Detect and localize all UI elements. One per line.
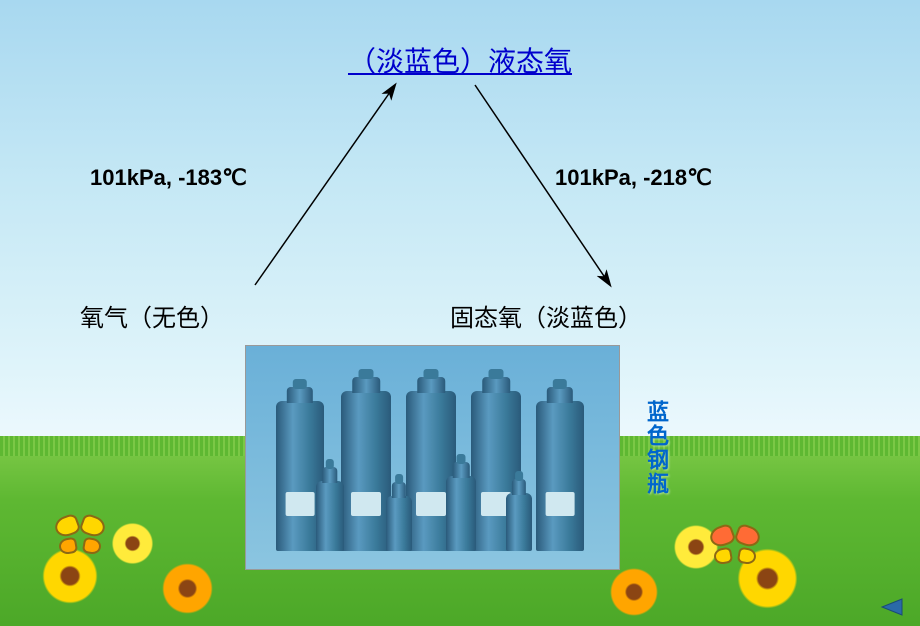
left-node: 氧气（无色） (80, 298, 224, 333)
butterfly-right (710, 526, 760, 566)
left-condition-label: 101kPa, -183℃ (90, 165, 247, 191)
prev-button[interactable] (876, 596, 906, 618)
diagram-title: （淡蓝色）液态氧 (348, 40, 572, 80)
cylinder-photo (245, 345, 620, 570)
butterfly-left (55, 516, 105, 556)
right-node: 固态氧（淡蓝色） (450, 298, 642, 333)
photo-caption: 蓝色钢瓶 (640, 400, 672, 496)
right-condition-label: 101kPa, -218℃ (555, 165, 712, 191)
prev-arrow-icon (876, 596, 906, 618)
